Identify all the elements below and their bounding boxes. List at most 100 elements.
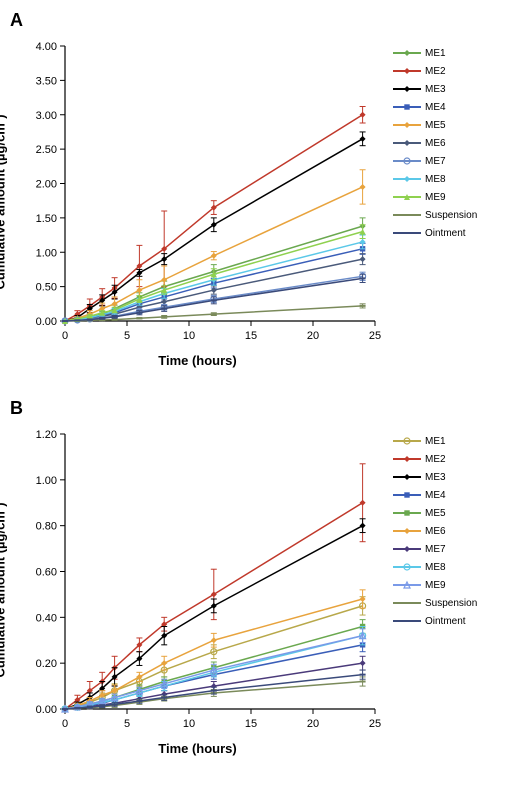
legend-label: ME6	[425, 138, 446, 149]
legend-marker	[393, 142, 421, 144]
svg-text:1.00: 1.00	[36, 247, 57, 259]
svg-text:15: 15	[245, 718, 257, 730]
legend-item: ME9	[393, 190, 477, 204]
legend-item: ME6	[393, 524, 477, 538]
legend-marker	[393, 530, 421, 532]
legend-item: ME5	[393, 506, 477, 520]
legend-label: ME2	[425, 454, 446, 465]
legend-item: Suspension	[393, 208, 477, 222]
legend-marker	[393, 476, 421, 478]
svg-text:0: 0	[62, 330, 68, 342]
legend-item: Suspension	[393, 596, 477, 610]
legend-marker	[393, 70, 421, 72]
panel-b-legend: ME1 ME2 ME3 ME4	[393, 434, 477, 632]
legend-label: Suspension	[425, 598, 477, 609]
svg-text:1.00: 1.00	[36, 475, 57, 487]
legend-label: Ointment	[425, 228, 466, 239]
svg-text:25: 25	[369, 718, 381, 730]
legend-item: ME9	[393, 578, 477, 592]
legend-label: ME3	[425, 472, 446, 483]
legend-label: ME7	[425, 156, 446, 167]
svg-text:0.80: 0.80	[36, 521, 57, 533]
legend-label: ME8	[425, 174, 446, 185]
svg-text:0.00: 0.00	[36, 316, 57, 328]
svg-text:0.60: 0.60	[36, 567, 57, 579]
legend-marker	[393, 620, 421, 622]
legend-marker	[393, 178, 421, 180]
legend-marker	[393, 440, 421, 442]
svg-text:1.20: 1.20	[36, 429, 57, 441]
svg-text:10: 10	[183, 718, 195, 730]
panel-a-chart-area: Cumulative amount (µg/cm²) 0.000.501.001…	[10, 36, 385, 368]
svg-text:5: 5	[124, 330, 130, 342]
legend-marker	[393, 160, 421, 162]
legend-marker	[393, 548, 421, 550]
panel-a-y-label: Cumulative amount (µg/cm²)	[0, 114, 8, 289]
panel-b-chart-area: Cumulative amount (µg/cm²) 0.000.200.400…	[10, 424, 385, 756]
legend-item: ME8	[393, 172, 477, 186]
svg-text:2.00: 2.00	[36, 179, 57, 191]
legend-label: ME2	[425, 66, 446, 77]
svg-text:10: 10	[183, 330, 195, 342]
legend-label: ME4	[425, 102, 446, 113]
svg-text:20: 20	[307, 718, 319, 730]
panel-b-svg: 0.00 0.20 0.40 0.60 0.80 1.00 1.20 0 5 10 15 20 25	[10, 424, 385, 739]
svg-text:5: 5	[124, 718, 130, 730]
panel-a-x-label: Time (hours)	[10, 353, 385, 368]
panel-b-y-label: Cumulative amount (µg/cm²)	[0, 502, 8, 677]
legend-item: ME8	[393, 560, 477, 574]
legend-label: ME5	[425, 120, 446, 131]
legend-marker	[393, 494, 421, 496]
legend-marker	[393, 566, 421, 568]
legend-item: Ointment	[393, 226, 477, 240]
legend-label: ME9	[425, 580, 446, 591]
panel-b-container: Cumulative amount (µg/cm²) 0.000.200.400…	[10, 424, 506, 756]
legend-marker	[393, 106, 421, 108]
legend-item: ME2	[393, 64, 477, 78]
panel-a-svg: 0.000.501.001.502.002.503.003.504.000510…	[10, 36, 385, 351]
legend-item: Ointment	[393, 614, 477, 628]
legend-label: ME3	[425, 84, 446, 95]
svg-text:20: 20	[307, 330, 319, 342]
legend-marker	[393, 232, 421, 234]
svg-text:25: 25	[369, 330, 381, 342]
panel-a: A Cumulative amount (µg/cm²) 0.000.501.0…	[10, 10, 506, 368]
legend-marker	[393, 124, 421, 126]
svg-text:2.50: 2.50	[36, 144, 57, 156]
svg-text:0.40: 0.40	[36, 612, 57, 624]
legend-item: ME1	[393, 46, 477, 60]
legend-item: ME2	[393, 452, 477, 466]
legend-label: ME9	[425, 192, 446, 203]
legend-label: ME8	[425, 562, 446, 573]
svg-text:15: 15	[245, 330, 257, 342]
legend-marker	[393, 458, 421, 460]
legend-marker	[393, 214, 421, 216]
legend-marker	[393, 584, 421, 586]
legend-label: Suspension	[425, 210, 477, 221]
panel-b-x-label: Time (hours)	[10, 741, 385, 756]
svg-text:0.50: 0.50	[36, 282, 57, 294]
legend-item: ME3	[393, 82, 477, 96]
legend-item: ME1	[393, 434, 477, 448]
panel-b: B Cumulative amount (µg/cm²) 0.000.200.4…	[10, 398, 506, 756]
legend-label: Ointment	[425, 616, 466, 627]
legend-marker	[393, 512, 421, 514]
svg-text:3.00: 3.00	[36, 110, 57, 122]
legend-item: ME5	[393, 118, 477, 132]
legend-item: ME6	[393, 136, 477, 150]
legend-label: ME1	[425, 48, 446, 59]
svg-text:4.00: 4.00	[36, 41, 57, 53]
legend-marker	[393, 602, 421, 604]
legend-label: ME7	[425, 544, 446, 555]
panel-a-legend: ME1 ME2 ME3 ME4	[393, 46, 477, 244]
legend-label: ME6	[425, 526, 446, 537]
svg-text:0: 0	[62, 718, 68, 730]
legend-marker	[393, 52, 421, 54]
legend-item: ME4	[393, 488, 477, 502]
svg-text:0.20: 0.20	[36, 658, 57, 670]
svg-text:3.50: 3.50	[36, 75, 57, 87]
legend-label: ME5	[425, 508, 446, 519]
panel-b-label: B	[10, 398, 506, 419]
legend-label: ME1	[425, 436, 446, 447]
svg-text:0.00: 0.00	[36, 704, 57, 716]
